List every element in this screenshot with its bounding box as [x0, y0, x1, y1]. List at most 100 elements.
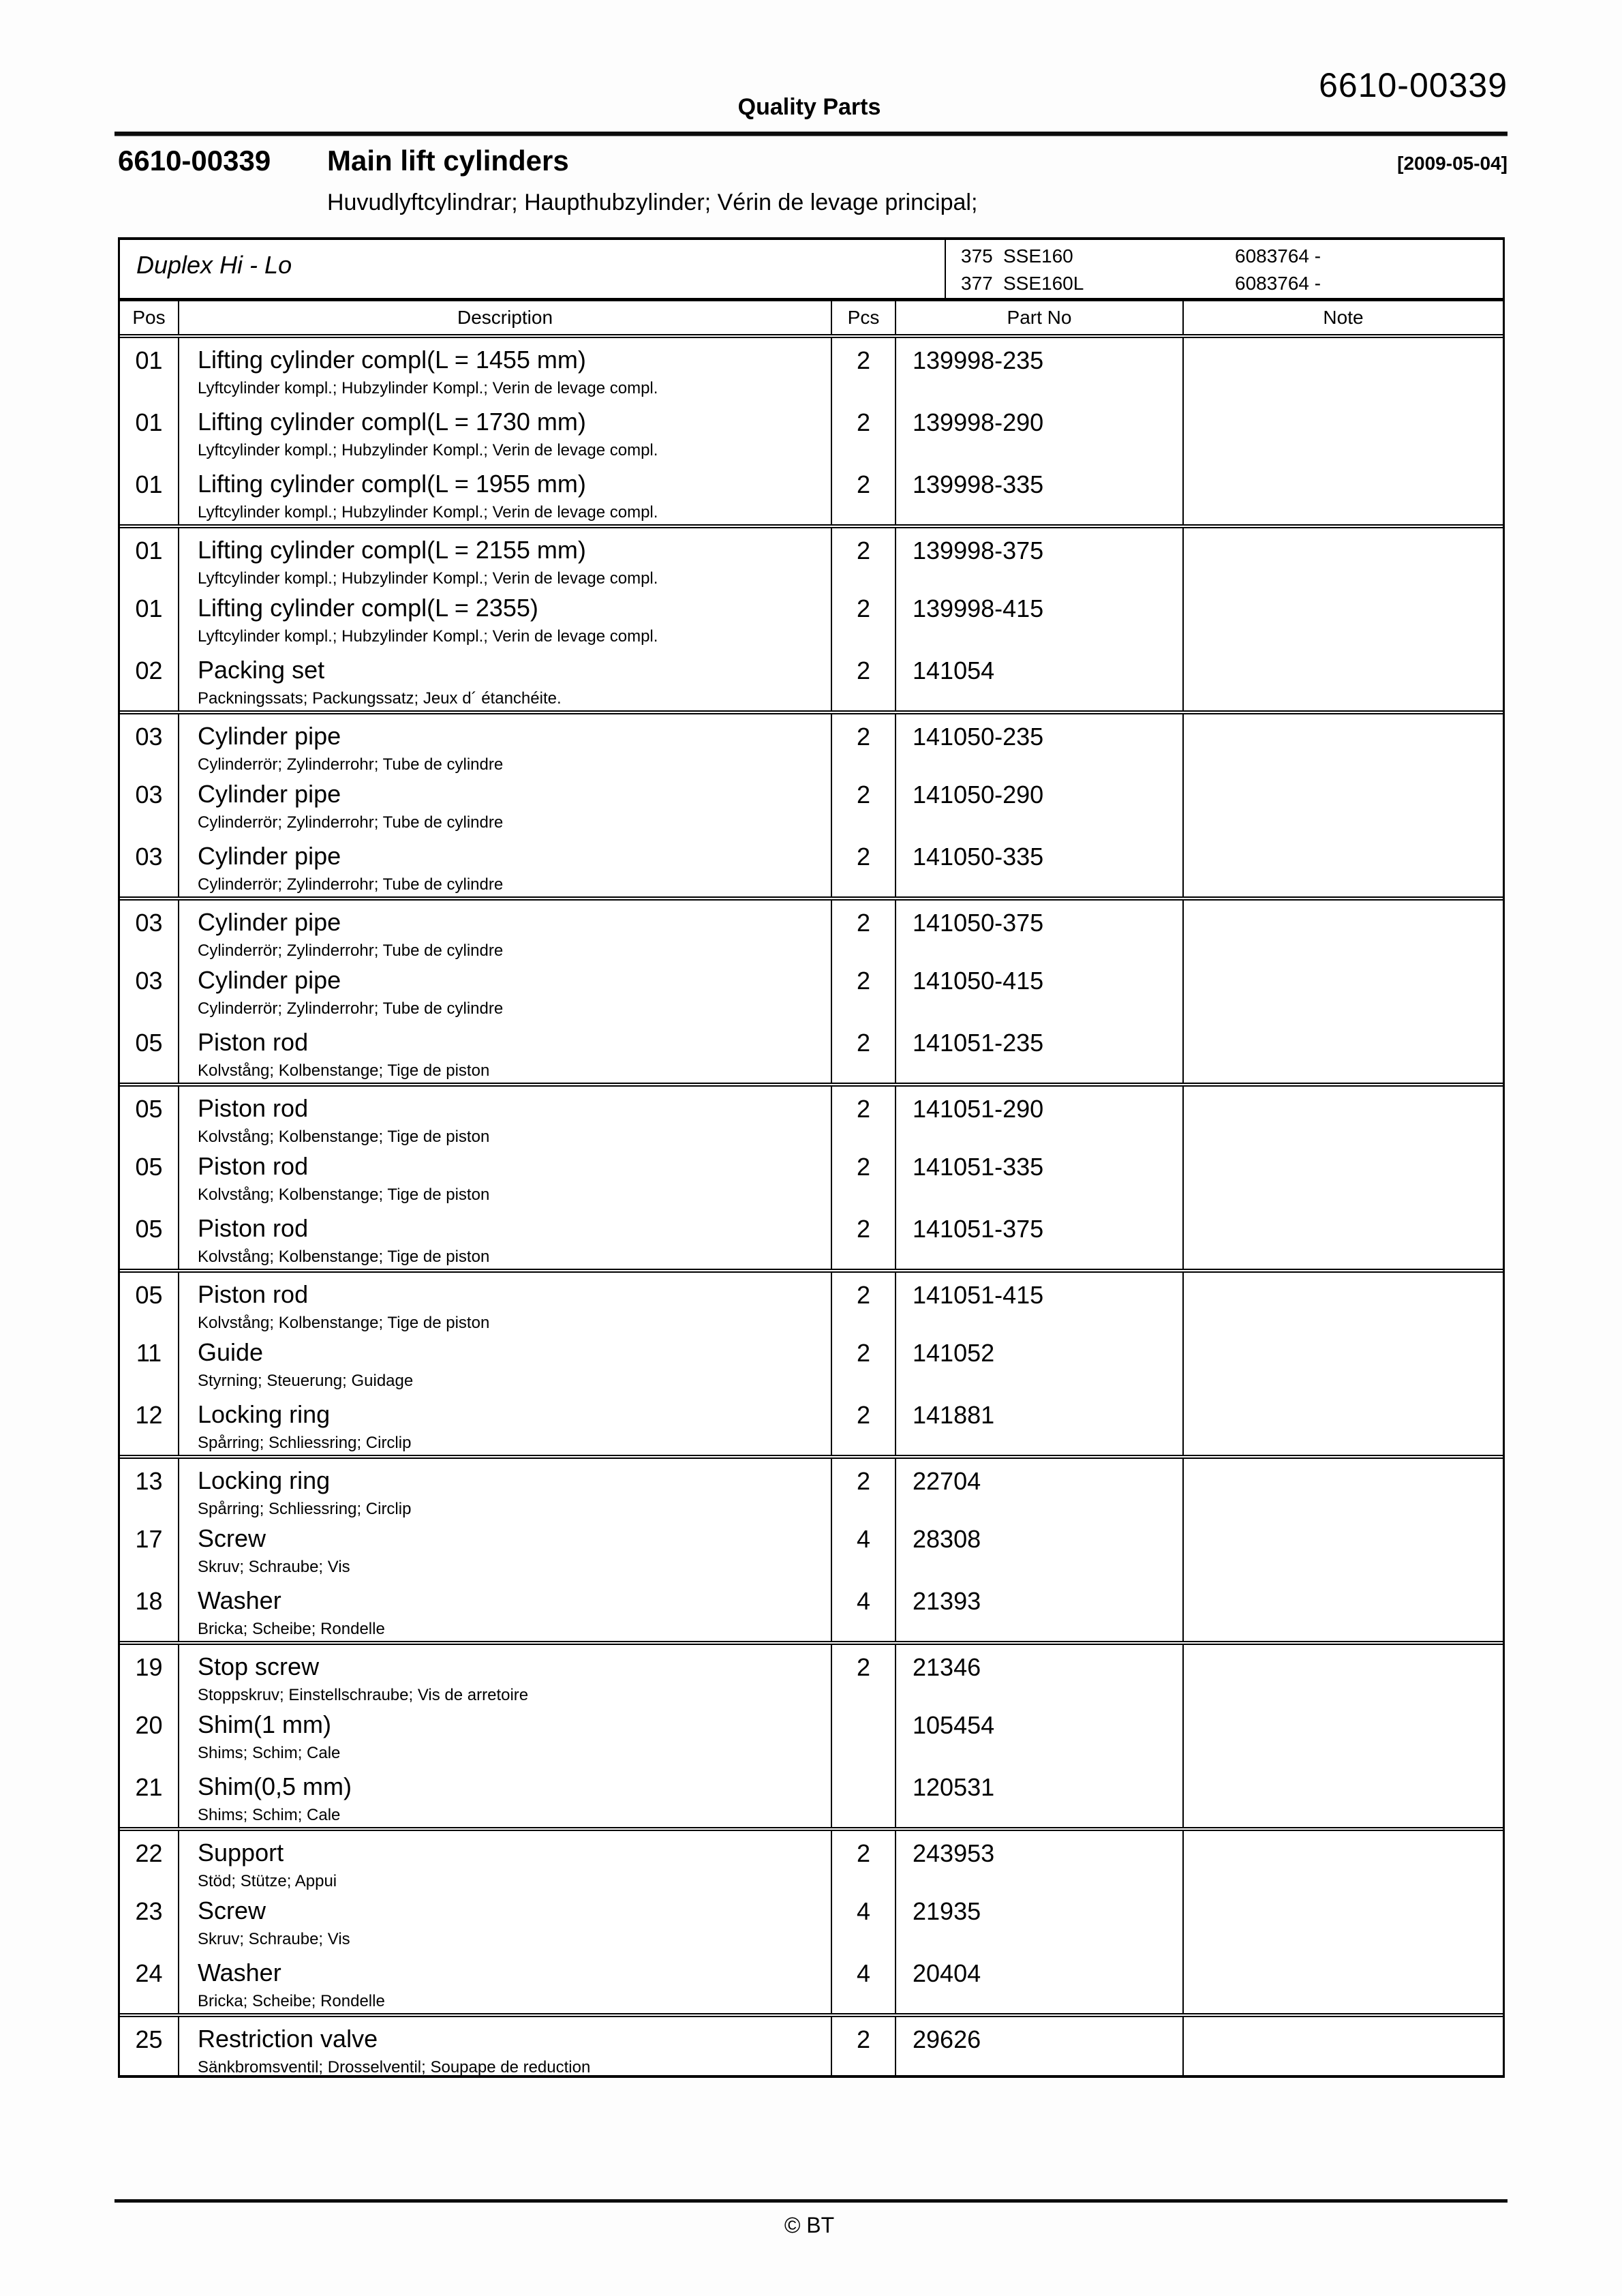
row-description: Piston rod Kolvstång; Kolbenstange; Tige… — [179, 1021, 832, 1083]
row-description-translations: Cylinderrör; Zylinderrohr; Tube de cylin… — [198, 755, 504, 774]
row-description-main: Screw — [198, 1524, 266, 1552]
row-note — [1184, 1703, 1503, 1765]
row-pos: 01 — [120, 586, 179, 648]
row-pos: 05 — [120, 1021, 179, 1083]
row-description-translations: Cylinderrör; Zylinderrohr; Tube de cylin… — [198, 941, 504, 960]
row-pcs: 2 — [832, 338, 896, 400]
row-pcs: 4 — [832, 1517, 896, 1579]
table-row: 19 Stop screw Stoppskruv; Einstellschrau… — [120, 1641, 1503, 1704]
row-description: Cylinder pipe Cylinderrör; Zylinderrohr;… — [179, 772, 832, 834]
row-description: Piston rod Kolvstång; Kolbenstange; Tige… — [179, 1273, 832, 1332]
row-pcs: 2 — [832, 462, 896, 524]
row-note — [1184, 528, 1503, 586]
row-description-main: Locking ring — [198, 1400, 331, 1428]
row-pcs: 4 — [832, 1579, 896, 1641]
table-row: 05 Piston rod Kolvstång; Kolbenstange; T… — [120, 1145, 1503, 1207]
row-pcs: 2 — [832, 2017, 896, 2075]
header-divider — [114, 132, 1508, 136]
page-title: Main lift cylinders — [327, 145, 569, 177]
row-description-main: Lifting cylinder compl(L = 2155 mm) — [198, 536, 586, 564]
row-pcs: 2 — [832, 958, 896, 1021]
variant-row: 377 SSE160L 6083764 - — [946, 273, 1503, 300]
table-body: 01 Lifting cylinder compl(L = 1455 mm) L… — [120, 338, 1503, 2076]
table-row: 01 Lifting cylinder compl(L = 1455 mm) L… — [120, 338, 1503, 400]
row-part-no: 139998-335 — [896, 462, 1184, 524]
row-part-no: 141050-290 — [896, 772, 1184, 834]
row-description: Piston rod Kolvstång; Kolbenstange; Tige… — [179, 1207, 832, 1269]
row-note — [1184, 648, 1503, 710]
row-note — [1184, 338, 1503, 400]
row-pcs: 2 — [832, 772, 896, 834]
variant-serial: 6083764 - — [1235, 273, 1321, 294]
row-description-main: Piston rod — [198, 1214, 309, 1242]
row-pcs: 2 — [832, 714, 896, 772]
row-description-main: Shim(1 mm) — [198, 1710, 331, 1738]
row-note — [1184, 834, 1503, 896]
row-description-translations: Kolvstång; Kolbenstange; Tige de piston — [198, 1061, 490, 1080]
row-description-translations: Cylinderrör; Zylinderrohr; Tube de cylin… — [198, 813, 504, 832]
row-description: Cylinder pipe Cylinderrör; Zylinderrohr;… — [179, 834, 832, 896]
row-description: Screw Skruv; Schraube; Vis — [179, 1517, 832, 1579]
row-pos: 01 — [120, 462, 179, 524]
row-description-translations: Packningssats; Packungssatz; Jeux d´ éta… — [198, 689, 562, 708]
table-row: 01 Lifting cylinder compl(L = 1955 mm) L… — [120, 462, 1503, 524]
row-pos: 02 — [120, 648, 179, 710]
row-description-translations: Lyftcylinder kompl.; Hubzylinder Kompl.;… — [198, 569, 658, 588]
row-pcs: 2 — [832, 1393, 896, 1455]
row-description-main: Cylinder pipe — [198, 966, 341, 994]
table-row: 17 Screw Skruv; Schraube; Vis 4 28308 — [120, 1517, 1503, 1579]
row-description: Shim(1 mm) Shims; Schim; Cale — [179, 1703, 832, 1765]
row-description-main: Lifting cylinder compl(L = 1955 mm) — [198, 470, 586, 498]
row-description-translations: Spårring; Schliessring; Circlip — [198, 1434, 412, 1452]
table-row: 05 Piston rod Kolvstång; Kolbenstange; T… — [120, 1021, 1503, 1083]
row-description-translations: Lyftcylinder kompl.; Hubzylinder Kompl.;… — [198, 379, 658, 397]
row-part-no: 20404 — [896, 1951, 1184, 2013]
row-pos: 05 — [120, 1207, 179, 1269]
table-row: 03 Cylinder pipe Cylinderrör; Zylinderro… — [120, 772, 1503, 834]
row-part-no: 141051-375 — [896, 1207, 1184, 1269]
row-description-main: Cylinder pipe — [198, 722, 341, 750]
footer-copyright: © BT — [784, 2213, 835, 2237]
revision-date: [2009-05-04] — [1397, 153, 1508, 174]
row-part-no: 139998-235 — [896, 338, 1184, 400]
row-pcs: 4 — [832, 1951, 896, 2013]
row-pos: 20 — [120, 1703, 179, 1765]
row-description-translations: Shims; Schim; Cale — [198, 1744, 341, 1762]
row-part-no: 21393 — [896, 1579, 1184, 1641]
variant-model: SSE160 — [1003, 245, 1073, 267]
row-pos: 23 — [120, 1889, 179, 1951]
row-part-no: 139998-415 — [896, 586, 1184, 648]
row-description-translations: Skruv; Schraube; Vis — [198, 1930, 350, 1948]
row-part-no: 28308 — [896, 1517, 1184, 1579]
row-pos: 19 — [120, 1645, 179, 1703]
row-note — [1184, 1459, 1503, 1517]
row-part-no: 243953 — [896, 1831, 1184, 1889]
row-pos: 13 — [120, 1459, 179, 1517]
row-description-translations: Bricka; Scheibe; Rondelle — [198, 1992, 385, 2010]
table-row: 03 Cylinder pipe Cylinderrör; Zylinderro… — [120, 834, 1503, 896]
row-note — [1184, 1765, 1503, 1827]
table-row: 22 Support Stöd; Stütze; Appui 2 243953 — [120, 1827, 1503, 1890]
row-description: Restriction valve Sänkbromsventil; Dross… — [179, 2017, 832, 2076]
row-part-no: 21935 — [896, 1889, 1184, 1951]
row-part-no: 141052 — [896, 1331, 1184, 1393]
row-note — [1184, 772, 1503, 834]
row-note — [1184, 1889, 1503, 1951]
row-pos: 03 — [120, 772, 179, 834]
row-note — [1184, 1331, 1503, 1393]
col-header-part-no: Part No — [896, 301, 1184, 334]
row-description: Piston rod Kolvstång; Kolbenstange; Tige… — [179, 1087, 832, 1146]
row-part-no: 141051-415 — [896, 1273, 1184, 1331]
variant-model: SSE160L — [1003, 273, 1084, 294]
table-row: 03 Cylinder pipe Cylinderrör; Zylinderro… — [120, 896, 1503, 960]
row-pcs: 2 — [832, 1273, 896, 1331]
row-description-main: Guide — [198, 1338, 264, 1366]
row-part-no: 141050-415 — [896, 958, 1184, 1021]
col-header-pcs: Pcs — [832, 301, 896, 334]
table-row: 01 Lifting cylinder compl(L = 2155 mm) L… — [120, 524, 1503, 588]
row-pcs: 2 — [832, 1145, 896, 1207]
row-note — [1184, 1145, 1503, 1207]
row-description: Lifting cylinder compl(L = 1955 mm) Lyft… — [179, 462, 832, 524]
row-description-translations: Kolvstång; Kolbenstange; Tige de piston — [198, 1314, 490, 1332]
